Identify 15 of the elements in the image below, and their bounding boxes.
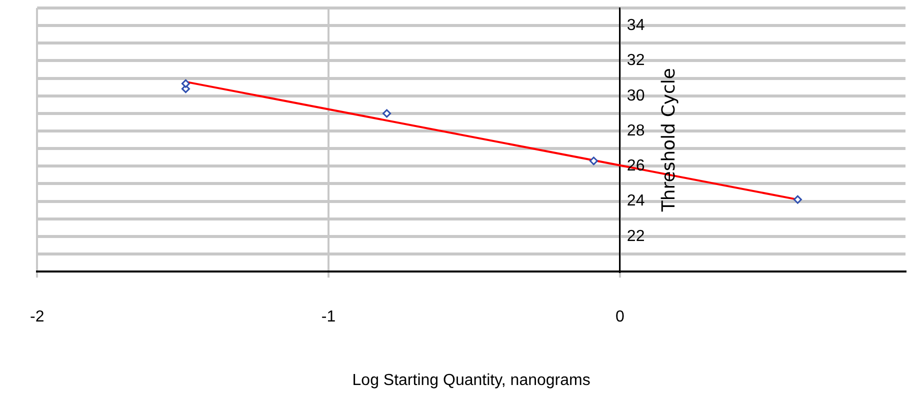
x-tick-label: -1 [321, 308, 336, 326]
point [181, 79, 190, 88]
point [589, 156, 598, 166]
y-tick-label: 30 [626, 87, 645, 104]
y-tick-label: 34 [626, 16, 645, 34]
y-axis-title: Threshold Cycle [658, 68, 680, 213]
y-tick-label: 22 [626, 228, 645, 245]
point [382, 109, 392, 118]
y-tick-label: 24 [626, 192, 645, 210]
x-tick-label: -2 [30, 308, 44, 326]
y-tick-label: 32 [626, 52, 645, 70]
point [793, 195, 802, 204]
x-tick-label: 0 [615, 308, 624, 326]
y-tick-label: 28 [626, 122, 645, 140]
x-axis-title: Log Starting Quantity, nanograms [352, 372, 590, 389]
